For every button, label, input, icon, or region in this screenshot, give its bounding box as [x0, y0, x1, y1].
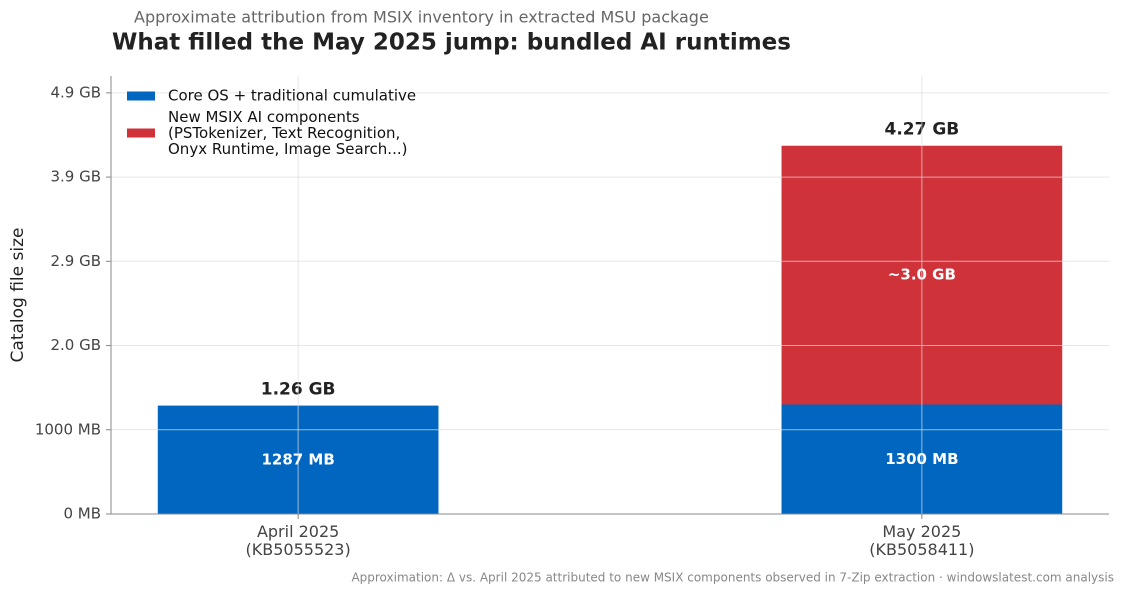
legend-label: New MSIX AI components (PSTokenizer, Text…	[168, 108, 407, 158]
y-axis-label: Catalog file size	[8, 228, 28, 363]
chart-title: What filled the May 2025 jump: bundled A…	[112, 30, 791, 56]
y-tick-label: 2.0 GB	[50, 336, 101, 354]
x-tick-label: April 2025 (KB5055523)	[246, 522, 351, 559]
y-tick-label: 4.9 GB	[50, 83, 101, 101]
legend-swatch	[127, 91, 155, 101]
y-tick-label: 0 MB	[63, 505, 101, 523]
y-tick-label: 3.9 GB	[50, 168, 101, 186]
chart-subtitle: Approximate attribution from MSIX invent…	[134, 8, 709, 27]
footnote: Approximation: Δ vs. April 2025 attribut…	[351, 571, 1114, 585]
legend-swatch	[127, 128, 155, 138]
y-tick-label: 2.9 GB	[50, 252, 101, 270]
x-tick-label: May 2025 (KB5058411)	[869, 522, 974, 559]
legend-label: Core OS + traditional cumulative	[168, 87, 416, 105]
y-tick-label: 1000 MB	[35, 420, 101, 438]
